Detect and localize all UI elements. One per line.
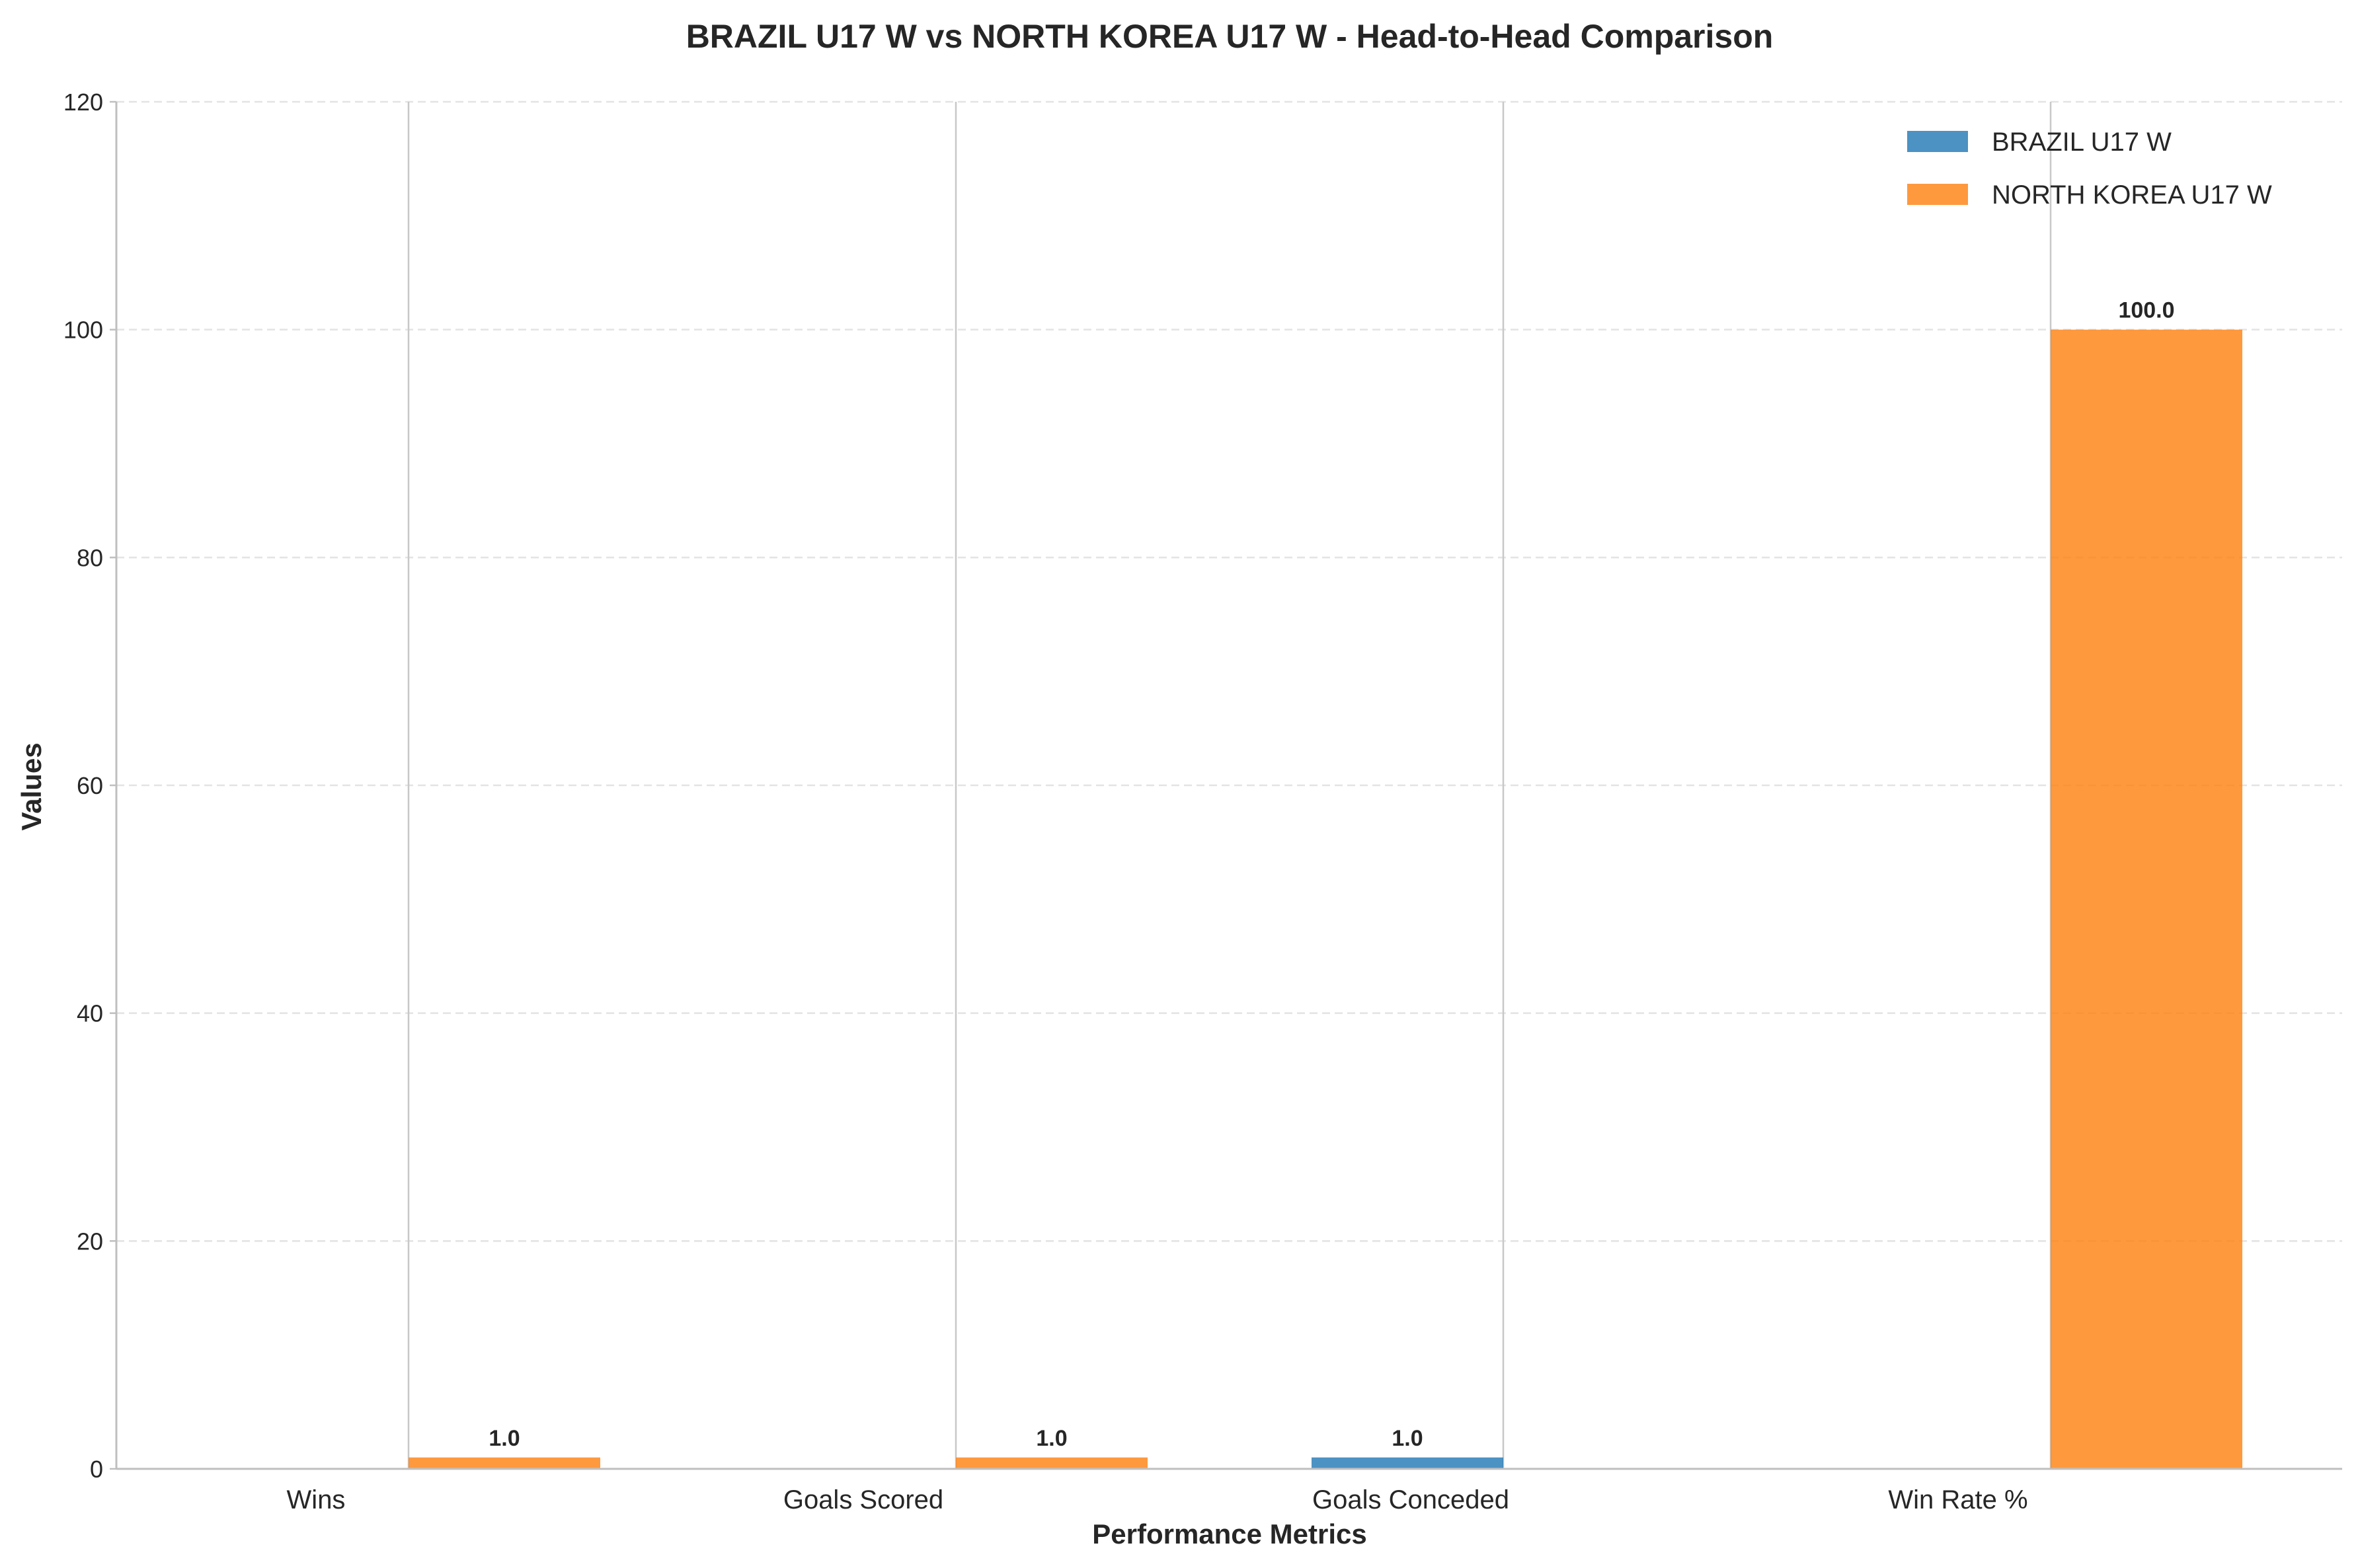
legend-label: NORTH KOREA U17 W	[1992, 180, 2272, 210]
bar-north-korea-1	[956, 1457, 1148, 1469]
y-tick-label: 0	[90, 1456, 103, 1483]
bar-north-korea-3	[2051, 329, 2242, 1470]
x-tick-label: Goals Conceded	[1312, 1485, 1509, 1514]
grid-layer	[116, 100, 2342, 1470]
x-tick-label: Wins	[287, 1485, 346, 1514]
bar-value-label: 1.0	[1392, 1426, 1423, 1451]
chart-title: BRAZIL U17 W vs NORTH KOREA U17 W - Head…	[686, 18, 1774, 55]
labels-layer: 1.0 1.0 1.0 100.0 0 20 40 60 80 100 120 Wins Goals S…	[63, 89, 2175, 1514]
bars-layer	[409, 329, 2242, 1470]
y-tick-label: 80	[77, 544, 103, 571]
y-axis-label: Values	[16, 742, 47, 830]
bar-brazil-2	[1312, 1457, 1503, 1469]
y-tick-label: 40	[77, 1000, 103, 1027]
y-tick-label: 100	[63, 317, 103, 344]
bar-value-label: 1.0	[489, 1426, 520, 1451]
bar-north-korea-0	[409, 1457, 600, 1469]
y-tick-label: 120	[63, 89, 103, 116]
legend-swatch	[1907, 184, 1968, 205]
x-axis-label: Performance Metrics	[1092, 1518, 1367, 1549]
bar-value-label: 1.0	[1036, 1426, 1067, 1451]
y-tick-label: 20	[77, 1228, 103, 1255]
y-tick-label: 60	[77, 772, 103, 799]
legend: BRAZIL U17 W NORTH KOREA U17 W	[1907, 128, 2272, 210]
legend-swatch	[1907, 131, 1968, 152]
x-tick-label: Win Rate %	[1888, 1485, 2027, 1514]
axes-layer	[110, 100, 2342, 1470]
x-tick-label: Goals Scored	[783, 1485, 943, 1514]
legend-label: BRAZIL U17 W	[1992, 128, 2172, 157]
bar-value-label: 100.0	[2118, 298, 2174, 323]
